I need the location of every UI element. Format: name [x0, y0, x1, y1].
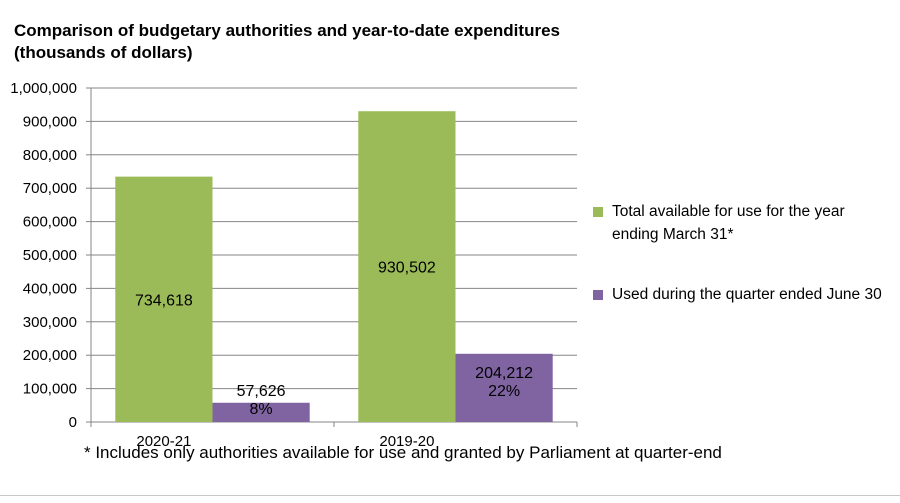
chart-title: Comparison of budgetary authorities and …: [14, 21, 560, 62]
y-tick-label: 800,000: [23, 147, 77, 164]
data-label: 204,212: [475, 365, 533, 382]
data-label: 8%: [250, 401, 273, 418]
y-tick-label: 100,000: [23, 381, 77, 398]
legend-swatch-green: [593, 207, 603, 217]
data-label: 57,626: [237, 383, 286, 400]
legend-label-total-available: Total available for use for the year end…: [612, 203, 845, 243]
x-category-label: 2019-20: [379, 433, 434, 450]
y-tick-label: 700,000: [23, 180, 77, 197]
legend-item-used-quarter: Used during the quarter ended June 30: [593, 283, 893, 306]
footnote: * Includes only authorities available fo…: [84, 443, 722, 462]
legend-item-total-available: Total available for use for the year end…: [593, 200, 893, 246]
y-tick-label: 200,000: [23, 347, 77, 364]
legend-label-used-quarter: Used during the quarter ended June 30: [612, 286, 882, 303]
bars: [115, 111, 553, 422]
y-tick-label: 1,000,000: [10, 80, 77, 97]
y-tick-label: 900,000: [23, 113, 77, 130]
data-label: 22%: [488, 383, 520, 400]
y-tick-label: 500,000: [23, 247, 77, 264]
y-tick-label: 400,000: [23, 280, 77, 297]
axes: 0 100,000 200,000 300,000 400,000 500,000 600,…: [10, 80, 578, 450]
data-label: 734,618: [135, 292, 193, 309]
bar-used-quarter: [455, 353, 553, 422]
bar-total-available: [358, 111, 456, 422]
y-tick-label: 600,000: [23, 214, 77, 231]
legend-swatch-purple: [593, 290, 603, 300]
y-tick-label: 300,000: [23, 314, 77, 331]
y-tick-label: 0: [69, 414, 77, 431]
data-label: 930,502: [378, 260, 436, 277]
bar-total-available: [115, 176, 213, 422]
bar-used-quarter: [212, 402, 310, 422]
x-category-label: 2020-21: [136, 433, 191, 450]
bottom-divider: [0, 495, 900, 496]
